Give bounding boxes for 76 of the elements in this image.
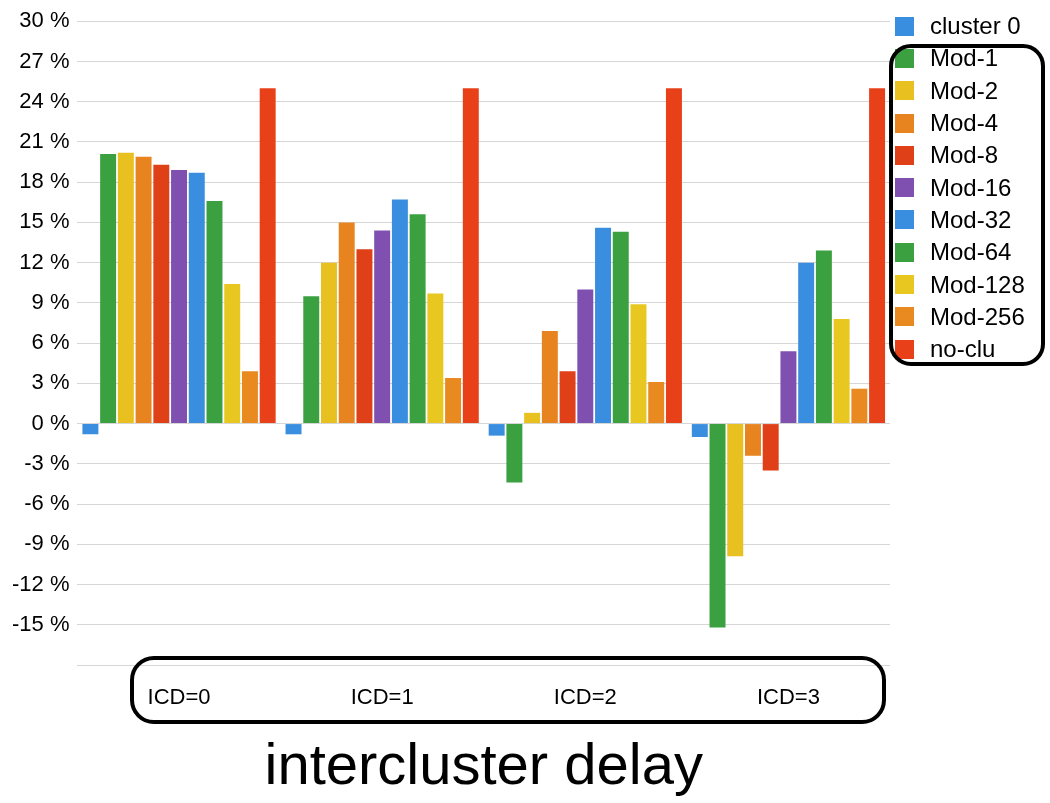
bar	[612, 231, 629, 424]
bar	[577, 289, 594, 424]
bar	[303, 296, 320, 424]
bar	[851, 388, 868, 424]
y-tick-label: 3 %	[31, 369, 70, 395]
x-tick-label: ICD=3	[756, 684, 820, 710]
legend-label: Mod-128	[930, 270, 1025, 299]
y-tick-label: 0 %	[31, 409, 70, 435]
y-tick-label: 18 %	[19, 168, 70, 194]
x-tick-label: ICD=2	[553, 684, 617, 710]
legend-label: Mod-1	[930, 44, 999, 73]
bar	[691, 424, 708, 437]
bar	[869, 88, 886, 424]
x-tick-label: ICD=1	[350, 684, 414, 710]
bar	[815, 250, 832, 424]
y-tick-label: 9 %	[31, 288, 70, 314]
legend-label: no-clu	[930, 335, 996, 364]
bar	[462, 88, 479, 424]
legend-label: Mod-16	[930, 173, 1012, 202]
y-tick-label: -3 %	[24, 449, 70, 475]
bar	[321, 262, 337, 424]
bar	[224, 284, 241, 424]
legend-label: Mod-64	[930, 238, 1012, 267]
bar	[206, 200, 223, 424]
bar	[285, 424, 302, 435]
bar	[630, 304, 647, 424]
bar	[762, 424, 779, 471]
bar	[709, 424, 726, 628]
bar	[833, 318, 850, 424]
bar	[727, 424, 744, 557]
bar	[798, 262, 815, 424]
y-tick-label: -9 %	[24, 530, 70, 556]
bar	[559, 371, 576, 424]
y-tick-label: -12 %	[11, 570, 70, 596]
x-axis-title: intercluster delay	[264, 731, 703, 797]
bar	[541, 331, 558, 424]
y-tick-label: 15 %	[19, 208, 70, 234]
bar	[241, 371, 258, 424]
bar	[117, 152, 134, 424]
bar	[745, 424, 761, 456]
bar	[445, 377, 462, 424]
bar	[100, 153, 117, 424]
y-tick-label: 6 %	[31, 329, 70, 355]
y-tick-label: 21 %	[19, 127, 70, 153]
y-tick-label: -6 %	[24, 490, 70, 516]
bar	[488, 424, 505, 436]
bar	[391, 199, 408, 424]
bar	[665, 88, 682, 424]
legend-label: Mod-2	[930, 76, 999, 105]
bar	[595, 227, 612, 424]
y-tick-label: 30 %	[19, 7, 70, 33]
bar	[780, 351, 797, 424]
bar	[171, 170, 188, 424]
legend-label: Mod-4	[930, 109, 999, 138]
bar	[427, 293, 444, 424]
bar	[259, 88, 276, 424]
legend-label: Mod-8	[930, 141, 999, 170]
bar	[524, 412, 541, 424]
bar	[409, 214, 426, 424]
bar	[338, 222, 355, 424]
legend-label: Mod-32	[930, 205, 1012, 234]
x-tick-label: ICD=0	[147, 684, 211, 710]
bar	[135, 156, 152, 424]
bar	[374, 230, 391, 424]
y-tick-label: 27 %	[19, 47, 70, 73]
y-tick-label: 24 %	[19, 87, 70, 113]
legend-label: cluster 0	[930, 12, 1021, 41]
y-tick-label: 12 %	[19, 248, 70, 274]
bar	[648, 382, 665, 424]
bar	[506, 424, 523, 483]
bar	[356, 249, 373, 424]
y-tick-label: -15 %	[11, 610, 70, 636]
bar	[188, 172, 205, 424]
bar	[153, 164, 170, 424]
bar	[82, 424, 99, 435]
legend-label: Mod-256	[930, 302, 1025, 331]
